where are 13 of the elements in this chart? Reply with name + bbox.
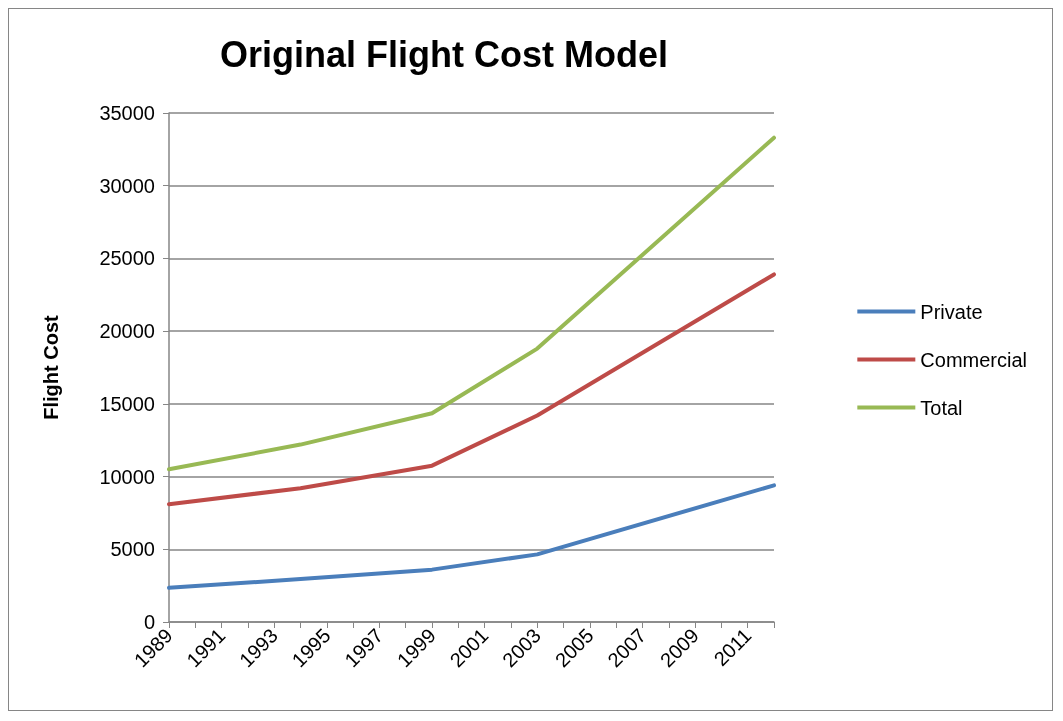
y-tick-label: 30000 (99, 174, 155, 197)
y-axis-title: Flight Cost (40, 314, 62, 420)
y-tick-label: 35000 (99, 102, 155, 124)
y-tick-label: 25000 (99, 247, 155, 270)
chart-title: Original Flight Cost Model (220, 33, 668, 75)
y-tick-label: 0 (143, 611, 155, 633)
y-tick-label: 5000 (110, 538, 155, 561)
legend-label: Commercial (920, 348, 1028, 371)
y-tick-label: 10000 (99, 465, 155, 488)
legend-label: Total (920, 396, 963, 419)
y-tick-label: 20000 (99, 320, 155, 343)
legend-label: Private (920, 300, 983, 323)
y-tick-label: 15000 (99, 392, 155, 415)
